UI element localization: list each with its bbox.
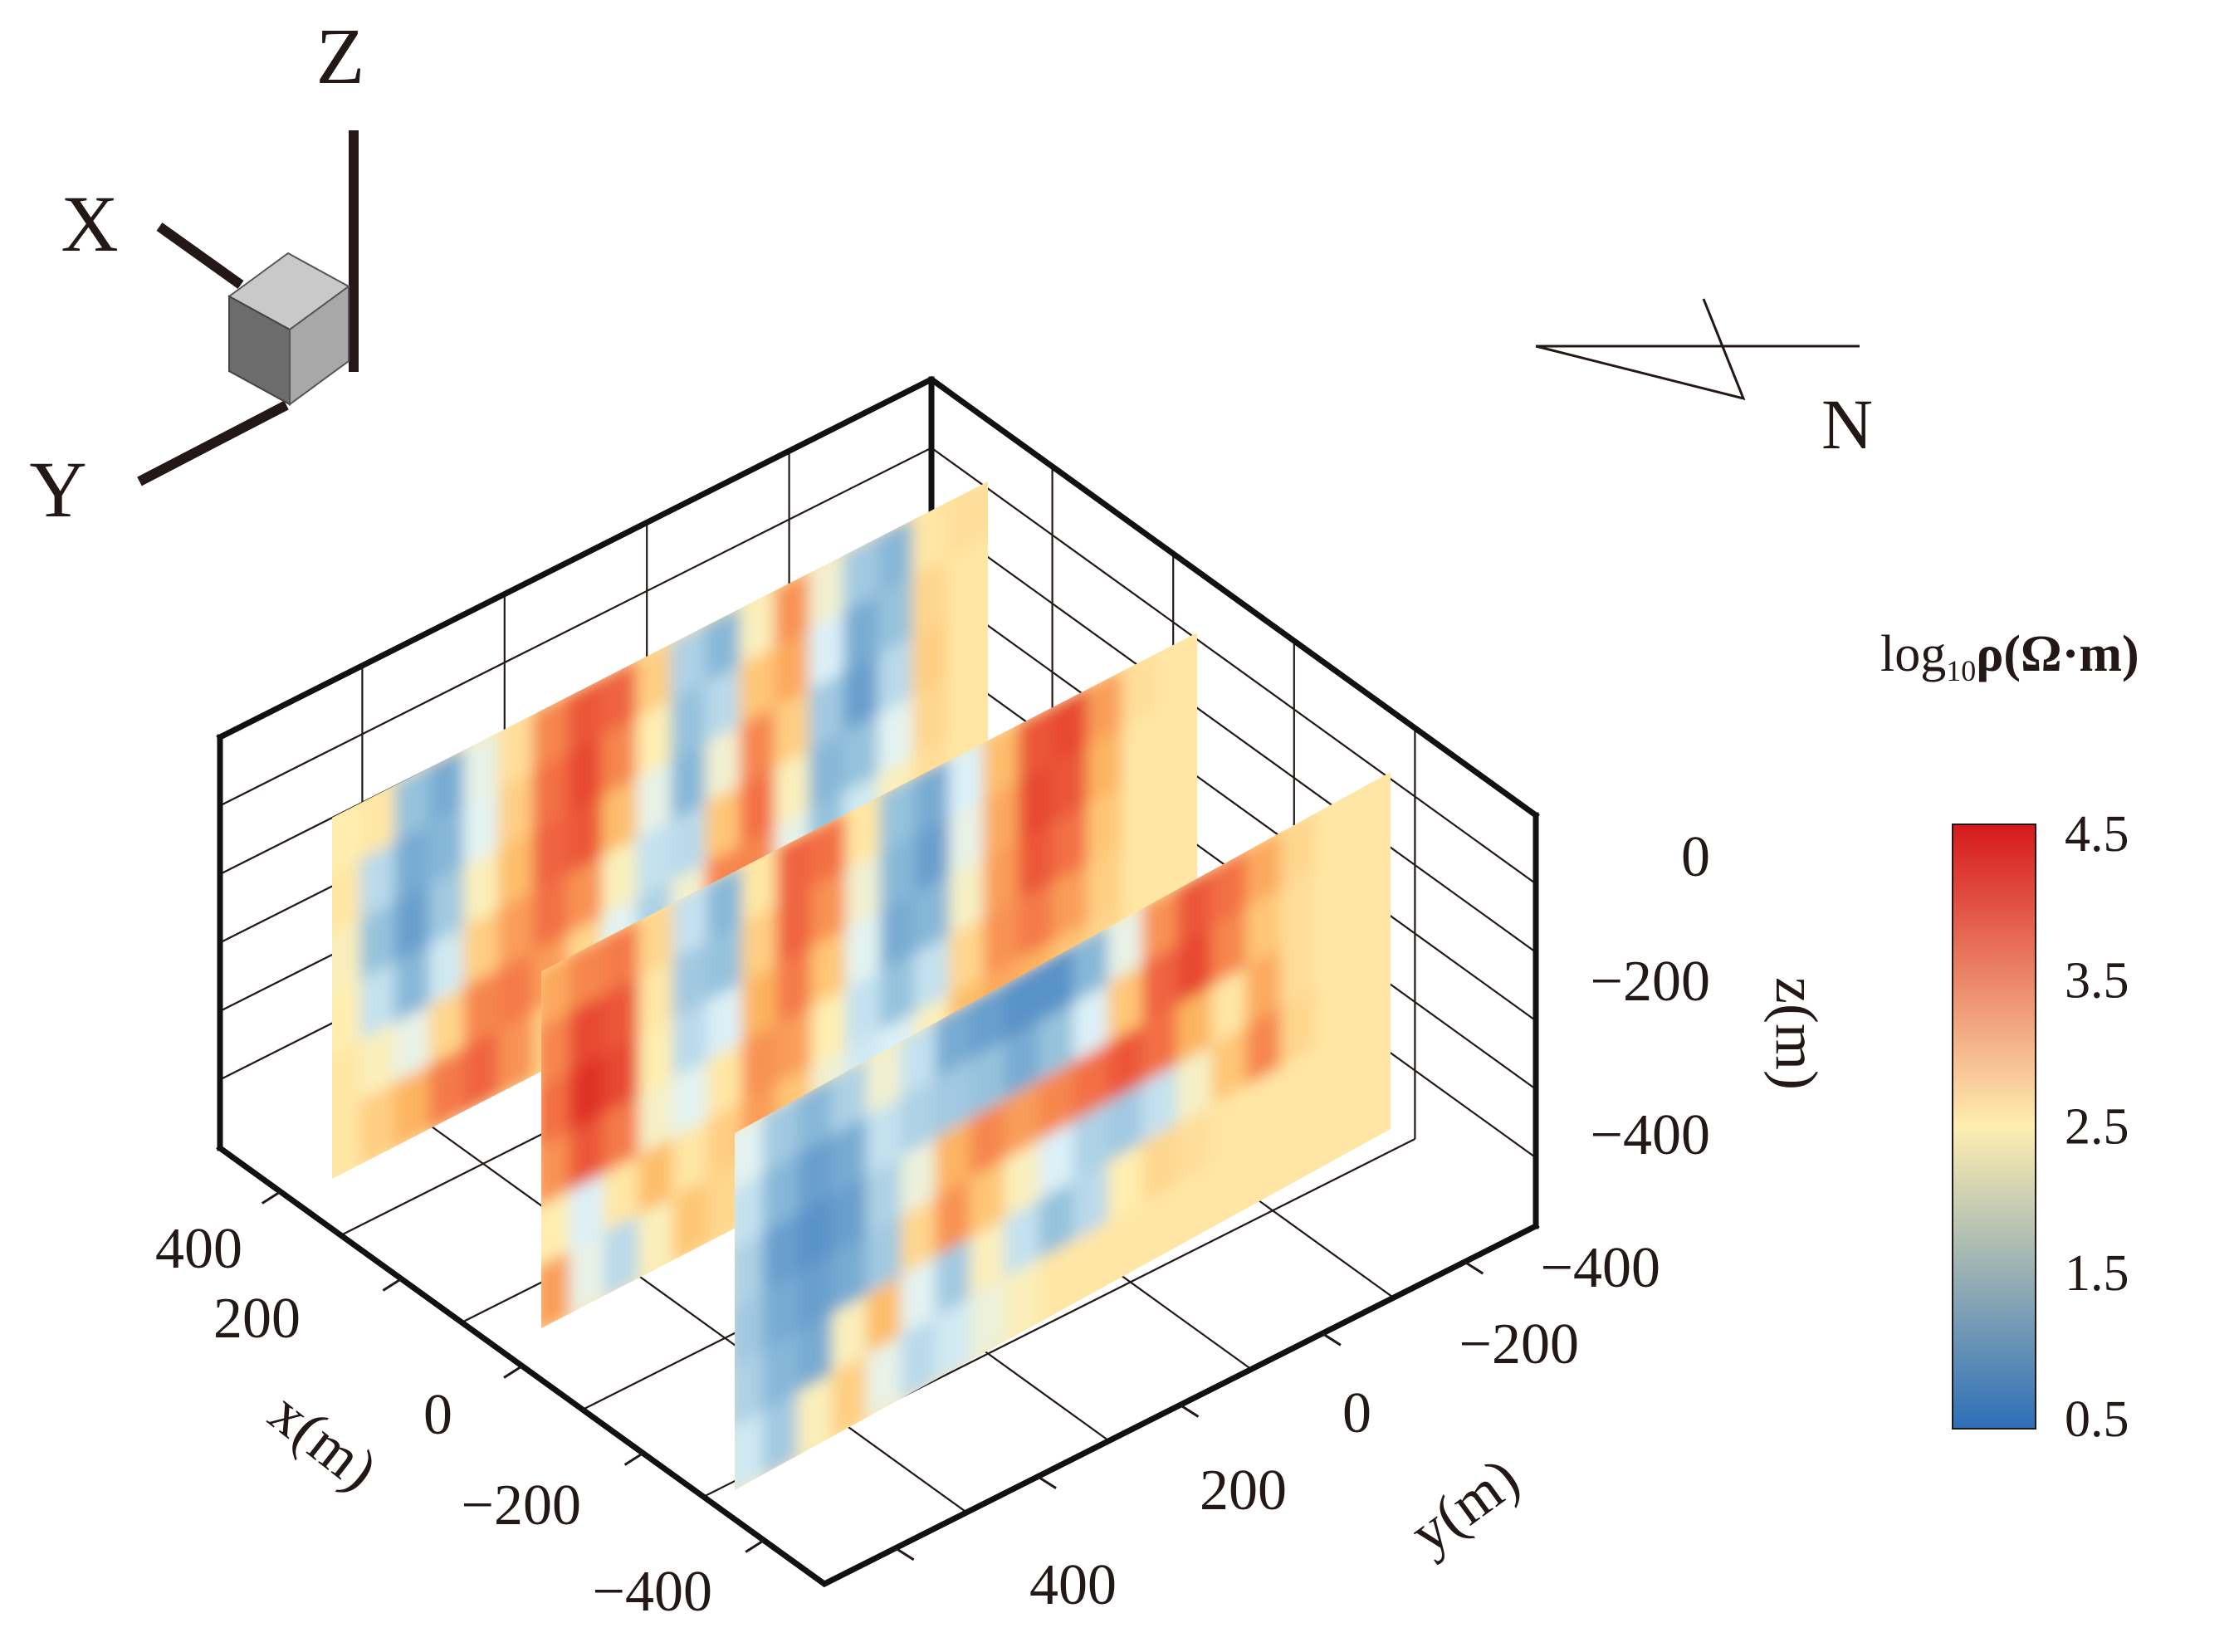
z-tick-label: −400	[1591, 1103, 1710, 1167]
y-tick-label: 0	[1342, 1381, 1371, 1445]
z-tick-label: 0	[1681, 825, 1710, 889]
colorbar-title-sub: 10	[1946, 654, 1976, 687]
y-tick-mark	[1179, 1404, 1200, 1418]
grid-line	[219, 447, 932, 807]
y-tick-mark	[1037, 1475, 1057, 1489]
y-tick-label: 400	[1029, 1553, 1117, 1617]
grid-line	[931, 447, 1537, 885]
orientation-y-label: Y	[29, 445, 86, 534]
colorbar-title-unit: ρ(Ω·m)	[1976, 626, 2139, 682]
x-axis-title: x(m)	[257, 1379, 390, 1503]
orientation-widget: Z X Y	[29, 12, 364, 534]
colorbar-tick-label: 3.5	[2065, 952, 2129, 1009]
orientation-y-axis-line	[137, 400, 289, 486]
colorbar: log10ρ(Ω·m) 4.5 3.5 2.5 1.5 0.5	[1880, 626, 2139, 1448]
x-tick-label: −400	[593, 1560, 712, 1624]
grid-line	[931, 584, 1537, 1022]
x-tick-label: 0	[423, 1383, 452, 1447]
resistivity-slices	[332, 481, 1391, 1490]
orientation-cube-icon	[227, 252, 350, 406]
x-tick-mark	[503, 1365, 523, 1379]
colorbar-ticks: 4.5 3.5 2.5 1.5 0.5	[2065, 806, 2129, 1448]
x-tick-mark	[261, 1190, 281, 1205]
colorbar-gradient	[1952, 824, 2036, 1430]
x-tick-mark	[382, 1278, 403, 1292]
x-tick-label: −200	[462, 1474, 581, 1537]
y-tick-mark	[1322, 1332, 1342, 1347]
orientation-x-label: X	[61, 179, 118, 268]
colorbar-tick-label: 2.5	[2065, 1099, 2129, 1156]
orientation-x-axis-line	[156, 222, 244, 289]
z-axis-title: z(m)	[1763, 977, 1830, 1090]
grid-line	[361, 1075, 968, 1513]
y-tick-label: −200	[1459, 1312, 1579, 1376]
x-tick-label: 200	[213, 1287, 301, 1351]
y-tick-label: 200	[1200, 1459, 1287, 1522]
x-tick-mark	[745, 1539, 765, 1553]
y-tick-mark	[894, 1547, 915, 1562]
z-tick-label: −200	[1591, 950, 1710, 1014]
grid-line	[931, 516, 1537, 953]
x-tick-label: 400	[155, 1217, 242, 1281]
colorbar-tick-label: 4.5	[2065, 806, 2129, 863]
y-tick-mark	[1464, 1260, 1484, 1275]
plot-box-front	[216, 734, 1540, 1588]
orientation-z-label: Z	[316, 12, 365, 100]
colorbar-title-log: log	[1880, 626, 1946, 682]
x-tick-mark	[623, 1452, 644, 1466]
north-arrow-icon: N	[1535, 298, 1873, 464]
y-tick-label: −400	[1541, 1236, 1660, 1300]
colorbar-tick-label: 1.5	[2065, 1245, 2129, 1302]
colorbar-tick-label: 0.5	[2065, 1391, 2129, 1448]
box-bottom-front-edges	[216, 1144, 1540, 1588]
y-axis-title: y(m)	[1398, 1444, 1531, 1566]
north-label: N	[1821, 384, 1873, 464]
colorbar-title: log10ρ(Ω·m)	[1880, 626, 2139, 687]
